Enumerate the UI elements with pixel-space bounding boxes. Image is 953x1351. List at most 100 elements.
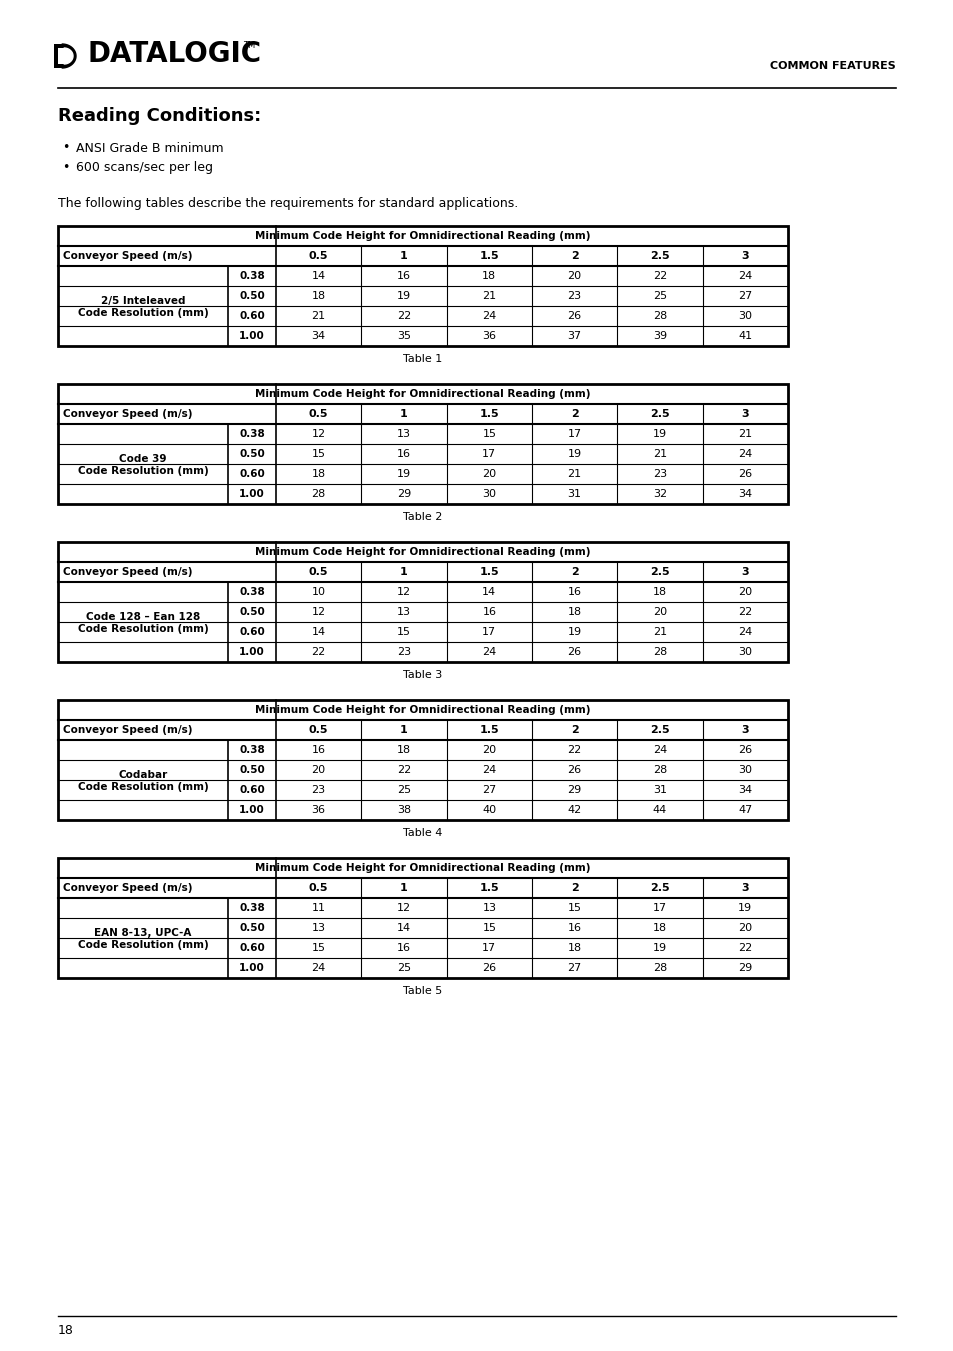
- Text: 18: 18: [567, 607, 581, 617]
- Text: 40: 40: [482, 805, 496, 815]
- Text: 0.60: 0.60: [239, 311, 265, 322]
- Text: 37: 37: [567, 331, 581, 340]
- Bar: [58, 384, 787, 504]
- Text: 3: 3: [740, 567, 748, 577]
- Text: 18: 18: [312, 469, 325, 480]
- Text: 20: 20: [482, 469, 496, 480]
- Text: 16: 16: [396, 943, 411, 952]
- Text: 2: 2: [570, 725, 578, 735]
- Bar: [58, 542, 787, 662]
- Text: 18: 18: [482, 272, 496, 281]
- Text: 13: 13: [482, 902, 496, 913]
- Text: 22: 22: [567, 744, 581, 755]
- Text: 30: 30: [738, 311, 752, 322]
- Text: 28: 28: [652, 765, 666, 775]
- Text: 1.5: 1.5: [479, 251, 498, 261]
- Text: 19: 19: [396, 290, 411, 301]
- Text: 3: 3: [740, 725, 748, 735]
- Text: 1: 1: [399, 251, 408, 261]
- Text: 30: 30: [738, 765, 752, 775]
- Text: 16: 16: [567, 586, 581, 597]
- Text: 1.5: 1.5: [479, 884, 498, 893]
- Text: 2/5 Inteleaved: 2/5 Inteleaved: [101, 296, 185, 305]
- Polygon shape: [62, 45, 76, 68]
- Text: 26: 26: [567, 765, 581, 775]
- Text: 28: 28: [312, 489, 326, 499]
- Text: 23: 23: [396, 647, 411, 657]
- Text: 2: 2: [570, 567, 578, 577]
- Text: 1: 1: [399, 567, 408, 577]
- Text: 0.5: 0.5: [309, 409, 328, 419]
- Text: 16: 16: [312, 744, 325, 755]
- Text: 18: 18: [312, 290, 325, 301]
- Text: 3: 3: [740, 409, 748, 419]
- Text: 27: 27: [738, 290, 752, 301]
- Text: 2: 2: [570, 409, 578, 419]
- Text: 34: 34: [738, 489, 752, 499]
- Text: 0.60: 0.60: [239, 785, 265, 794]
- Bar: [58, 858, 787, 978]
- Text: 22: 22: [396, 765, 411, 775]
- Text: Table 2: Table 2: [403, 512, 442, 521]
- Text: 17: 17: [652, 902, 666, 913]
- Text: 0.5: 0.5: [309, 251, 328, 261]
- Text: 0.50: 0.50: [239, 290, 265, 301]
- Text: 27: 27: [481, 785, 496, 794]
- Text: 0.38: 0.38: [239, 744, 265, 755]
- Text: 0.38: 0.38: [239, 430, 265, 439]
- Text: 10: 10: [312, 586, 325, 597]
- Text: 19: 19: [652, 943, 666, 952]
- Text: 3: 3: [740, 251, 748, 261]
- Text: 1: 1: [399, 409, 408, 419]
- Text: 20: 20: [738, 923, 752, 934]
- Text: 21: 21: [652, 627, 666, 638]
- Text: 18: 18: [652, 923, 666, 934]
- Text: Table 5: Table 5: [403, 986, 442, 996]
- Text: 0.38: 0.38: [239, 902, 265, 913]
- Bar: [58, 226, 787, 346]
- Text: Conveyor Speed (m/s): Conveyor Speed (m/s): [63, 725, 193, 735]
- Text: 0.50: 0.50: [239, 607, 265, 617]
- Text: 19: 19: [396, 469, 411, 480]
- Text: 38: 38: [396, 805, 411, 815]
- Text: Table 4: Table 4: [403, 828, 442, 838]
- Text: 26: 26: [738, 744, 752, 755]
- Text: COMMON FEATURES: COMMON FEATURES: [769, 61, 895, 72]
- Text: 2: 2: [570, 251, 578, 261]
- Text: 0.60: 0.60: [239, 943, 265, 952]
- Text: 12: 12: [312, 430, 325, 439]
- Text: 24: 24: [481, 647, 496, 657]
- Text: Conveyor Speed (m/s): Conveyor Speed (m/s): [63, 409, 193, 419]
- Text: Code Resolution (mm): Code Resolution (mm): [77, 940, 208, 950]
- Text: 3: 3: [740, 884, 748, 893]
- Text: 2.5: 2.5: [650, 409, 669, 419]
- Text: 25: 25: [396, 963, 411, 973]
- Text: 20: 20: [312, 765, 325, 775]
- Text: 23: 23: [567, 290, 581, 301]
- FancyBboxPatch shape: [58, 49, 64, 63]
- Text: 14: 14: [312, 627, 325, 638]
- Text: 19: 19: [652, 430, 666, 439]
- Text: EAN 8-13, UPC-A: EAN 8-13, UPC-A: [94, 928, 192, 938]
- Text: 30: 30: [738, 647, 752, 657]
- Text: 15: 15: [567, 902, 581, 913]
- Text: 0.60: 0.60: [239, 469, 265, 480]
- Text: 0.50: 0.50: [239, 923, 265, 934]
- Text: 18: 18: [567, 943, 581, 952]
- Text: 1: 1: [399, 725, 408, 735]
- Text: Reading Conditions:: Reading Conditions:: [58, 107, 261, 126]
- Text: 18: 18: [396, 744, 411, 755]
- Text: 0.38: 0.38: [239, 586, 265, 597]
- Text: 36: 36: [482, 331, 496, 340]
- Text: TM: TM: [243, 41, 255, 50]
- Text: 39: 39: [652, 331, 666, 340]
- Text: 22: 22: [652, 272, 666, 281]
- Text: 15: 15: [482, 923, 496, 934]
- Text: 21: 21: [652, 449, 666, 459]
- Text: 13: 13: [396, 430, 411, 439]
- Text: 16: 16: [396, 449, 411, 459]
- Text: Code Resolution (mm): Code Resolution (mm): [77, 624, 208, 634]
- Text: 14: 14: [482, 586, 496, 597]
- Text: Minimum Code Height for Omnidirectional Reading (mm): Minimum Code Height for Omnidirectional …: [255, 389, 590, 399]
- Text: 29: 29: [738, 963, 752, 973]
